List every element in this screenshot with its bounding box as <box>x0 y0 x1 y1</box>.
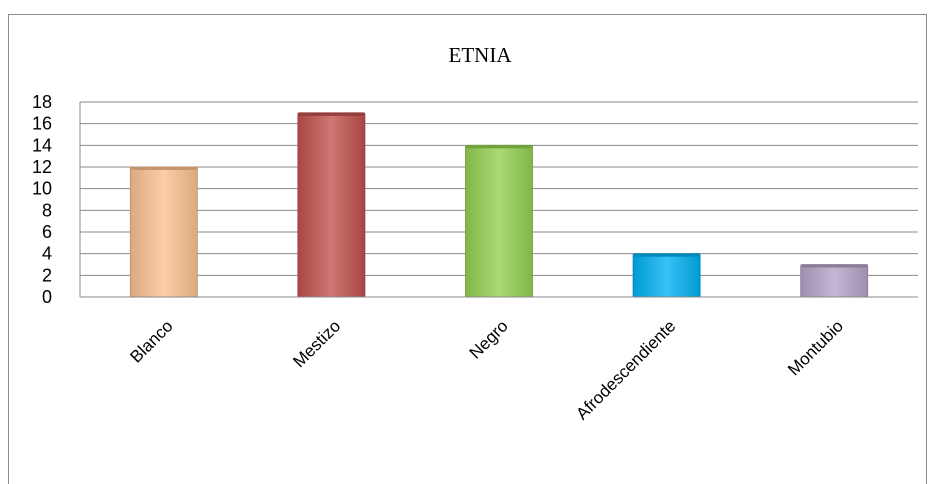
bars <box>129 112 869 298</box>
bar-top-edge <box>298 112 364 116</box>
y-tick-label: 12 <box>32 157 52 177</box>
y-tick-label: 2 <box>42 265 52 285</box>
y-tick-label: 16 <box>32 114 52 134</box>
chart-title: ETNIA <box>449 43 513 67</box>
x-axis-labels: Blanco Mestizo Negro Afrodescendiente Montub… <box>126 316 847 423</box>
y-tick-label: 4 <box>42 244 52 264</box>
bar-top-edge <box>131 167 197 170</box>
bar-top-edge <box>801 264 867 268</box>
x-tick-label: Afrodescendiente <box>572 316 679 423</box>
bar-blanco <box>129 166 198 298</box>
x-tick-label: Montubio <box>784 316 847 379</box>
y-tick-label: 6 <box>42 222 52 242</box>
bar-montubio <box>800 264 869 298</box>
x-tick-label: Negro <box>466 316 512 362</box>
y-tick-label: 14 <box>32 135 52 155</box>
x-tick-label: Mestizo <box>289 316 344 371</box>
axes <box>79 102 918 298</box>
bar-mestizo <box>297 112 366 298</box>
bar-afrodescendiente <box>632 253 701 298</box>
y-tick-label: 0 <box>42 287 52 307</box>
bar-negro <box>465 144 533 298</box>
y-tick-label: 18 <box>32 92 52 112</box>
x-tick-label: Blanco <box>126 316 176 366</box>
y-tick-label: 10 <box>32 179 52 199</box>
y-tick-label: 8 <box>42 200 52 220</box>
bar-top-edge <box>466 145 532 149</box>
bar-top-edge <box>634 253 700 257</box>
